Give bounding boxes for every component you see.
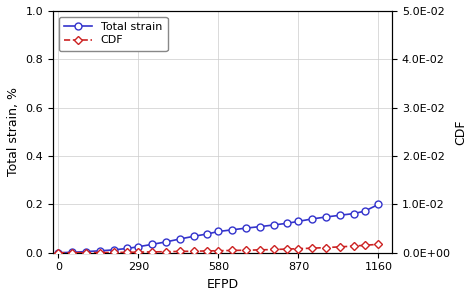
Total strain [271, 223, 276, 227]
CDF [271, 248, 276, 251]
Total strain [111, 248, 117, 252]
Total strain [149, 243, 155, 246]
Total strain [125, 247, 130, 250]
CDF [205, 249, 210, 253]
Total strain [205, 232, 210, 236]
CDF [257, 248, 263, 252]
CDF [55, 251, 61, 254]
Total strain [351, 212, 356, 215]
Total strain [362, 209, 367, 213]
CDF [163, 250, 169, 254]
CDF [284, 247, 290, 251]
CDF [83, 251, 89, 254]
Total strain [83, 250, 89, 253]
Total strain [97, 249, 103, 253]
X-axis label: EFPD: EFPD [207, 278, 238, 291]
Total strain [136, 245, 141, 249]
Total strain [69, 251, 75, 254]
CDF [229, 249, 235, 252]
CDF [149, 250, 155, 254]
Total strain [257, 225, 263, 229]
Total strain [375, 203, 381, 206]
Total strain [191, 235, 196, 238]
CDF [351, 244, 356, 248]
Total strain [337, 213, 343, 217]
Total strain [163, 240, 169, 244]
Total strain [55, 251, 61, 254]
Total strain [310, 217, 315, 221]
Total strain [284, 221, 290, 225]
CDF [337, 245, 343, 249]
CDF [243, 249, 249, 252]
CDF [296, 247, 301, 250]
CDF [111, 251, 117, 254]
Y-axis label: Total strain, %: Total strain, % [7, 87, 20, 176]
CDF [177, 250, 182, 253]
Total strain [296, 220, 301, 223]
Total strain [216, 230, 221, 233]
Total strain [243, 226, 249, 230]
CDF [216, 249, 221, 252]
CDF [310, 246, 315, 250]
CDF [125, 251, 130, 254]
CDF [69, 251, 75, 254]
CDF [136, 250, 141, 254]
Line: Total strain: Total strain [55, 201, 382, 256]
Total strain [323, 215, 329, 219]
CDF [362, 243, 367, 247]
Total strain [177, 237, 182, 241]
CDF [375, 243, 381, 246]
CDF [191, 249, 196, 253]
Total strain [229, 228, 235, 232]
CDF [97, 251, 103, 254]
Y-axis label: CDF: CDF [454, 119, 467, 145]
Legend: Total strain, CDF: Total strain, CDF [58, 16, 168, 51]
Line: CDF: CDF [56, 242, 381, 256]
CDF [323, 246, 329, 249]
